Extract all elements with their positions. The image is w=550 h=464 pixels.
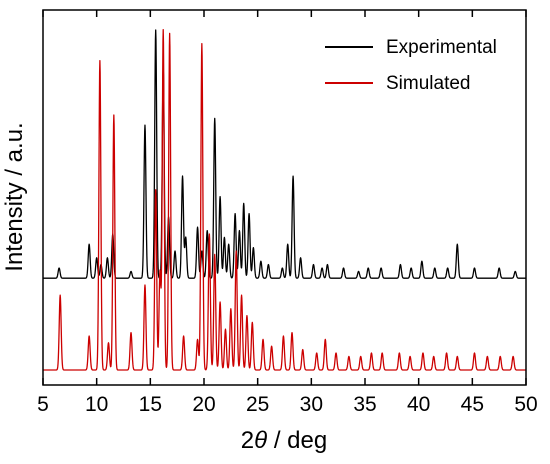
x-tick-label-30: 30: [300, 393, 323, 416]
x-tick-label-20: 20: [192, 393, 215, 416]
x-tick-label-5: 5: [37, 393, 49, 416]
series-line-experimental: [42, 29, 527, 279]
legend-label-simulated: Simulated: [386, 73, 471, 94]
x-tick-label-45: 45: [461, 393, 484, 416]
x-axis-ticks: 5 10 15 20 25 30 35 40 45 50: [37, 10, 538, 416]
x-tick-label-25: 25: [246, 393, 269, 416]
x-tick-label-10: 10: [85, 393, 108, 416]
y-axis-title: Intensity / a.u.: [1, 122, 28, 271]
plot-frame: [42, 9, 527, 386]
x-tick-label-40: 40: [407, 393, 430, 416]
x-tick-label-15: 15: [139, 393, 162, 416]
x-tick-label-50: 50: [514, 393, 537, 416]
legend: Experimental Simulated: [325, 37, 497, 94]
series-line-simulated: [42, 28, 527, 371]
x-tick-label-35: 35: [353, 393, 376, 416]
series-layer: [42, 28, 527, 371]
legend-label-experimental: Experimental: [386, 37, 497, 58]
x-axis-title: 2θ / deg: [241, 427, 327, 454]
